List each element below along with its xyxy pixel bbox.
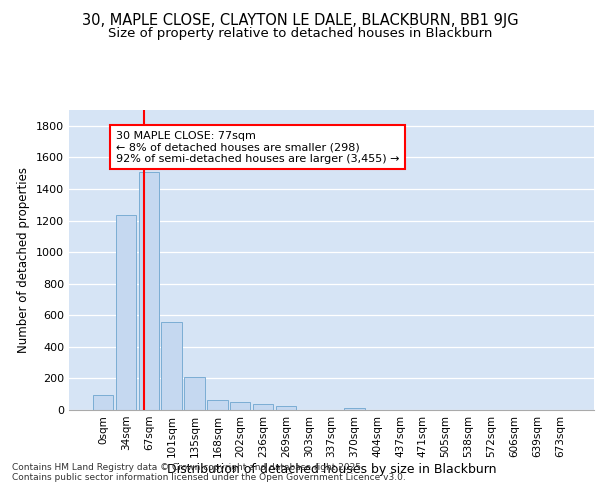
Bar — [161, 322, 182, 410]
Bar — [230, 402, 250, 410]
Text: Contains HM Land Registry data © Crown copyright and database right 2025.
Contai: Contains HM Land Registry data © Crown c… — [12, 462, 406, 482]
Y-axis label: Number of detached properties: Number of detached properties — [17, 167, 31, 353]
Bar — [253, 404, 273, 410]
X-axis label: Distribution of detached houses by size in Blackburn: Distribution of detached houses by size … — [167, 462, 496, 475]
Text: 30 MAPLE CLOSE: 77sqm
← 8% of detached houses are smaller (298)
92% of semi-deta: 30 MAPLE CLOSE: 77sqm ← 8% of detached h… — [116, 130, 399, 164]
Bar — [139, 172, 159, 410]
Bar — [93, 395, 113, 410]
Text: Size of property relative to detached houses in Blackburn: Size of property relative to detached ho… — [108, 28, 492, 40]
Bar — [116, 215, 136, 410]
Bar — [344, 408, 365, 410]
Bar — [275, 406, 296, 410]
Bar — [184, 377, 205, 410]
Text: 30, MAPLE CLOSE, CLAYTON LE DALE, BLACKBURN, BB1 9JG: 30, MAPLE CLOSE, CLAYTON LE DALE, BLACKB… — [82, 12, 518, 28]
Bar — [207, 400, 227, 410]
